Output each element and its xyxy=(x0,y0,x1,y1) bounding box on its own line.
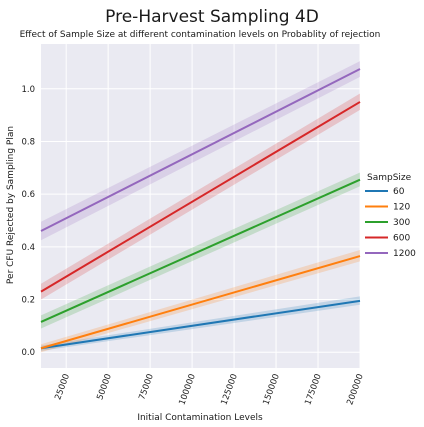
legend-label-600: 600 xyxy=(393,234,410,244)
series-line-300 xyxy=(40,178,361,323)
series-line-120 xyxy=(40,255,361,350)
x-tick-label: 100000 xyxy=(177,373,197,407)
x-tick-label: 25000 xyxy=(53,373,72,402)
legend-label-60: 60 xyxy=(393,187,405,197)
series-lines xyxy=(40,68,361,350)
grid xyxy=(41,44,361,368)
y-tick-label: 0.8 xyxy=(21,137,35,147)
x-tick-label: 175000 xyxy=(303,373,323,407)
y-axis-label: Per CFU Rejected by Sampling Plan xyxy=(6,126,16,284)
y-tick-label: 0.6 xyxy=(21,190,35,200)
confidence-band-120 xyxy=(41,249,360,353)
y-tick-label: 0.4 xyxy=(21,243,35,253)
x-tick-label: 75000 xyxy=(137,373,156,402)
x-axis-label: Initial Contamination Levels xyxy=(137,413,263,423)
y-tick-label: 0.0 xyxy=(21,348,35,358)
series-line-1200 xyxy=(40,68,361,232)
series-line-600 xyxy=(40,101,361,293)
chart-subtitle: Effect of Sample Size at different conta… xyxy=(20,30,381,40)
series-line-60 xyxy=(40,299,361,350)
y-tick-label: 0.2 xyxy=(21,296,35,306)
x-tick-label: 50000 xyxy=(95,373,114,402)
legend: SampSize 60 120 300 600 1200 xyxy=(365,173,416,259)
legend-label-1200: 1200 xyxy=(393,249,416,259)
legend-label-300: 300 xyxy=(393,218,410,228)
legend-label-120: 120 xyxy=(393,203,410,213)
x-tick-label: 125000 xyxy=(219,373,239,407)
x-tick-label: 150000 xyxy=(261,373,281,407)
legend-title: SampSize xyxy=(367,173,412,183)
chart-title: Pre-Harvest Sampling 4D xyxy=(105,7,319,27)
plot-area xyxy=(41,44,360,368)
y-tick-label: 1.0 xyxy=(21,85,35,95)
x-tick-label: 200000 xyxy=(345,373,365,407)
